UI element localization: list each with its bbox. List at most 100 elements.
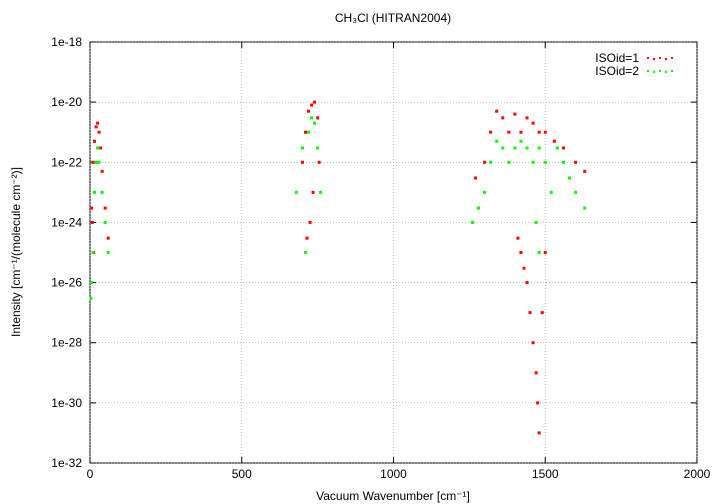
point xyxy=(106,251,110,254)
point xyxy=(552,139,556,143)
point xyxy=(316,146,320,150)
point xyxy=(310,116,314,120)
y-tick-label: 1e-18 xyxy=(51,35,82,49)
point xyxy=(91,251,95,254)
legend-swatch xyxy=(653,71,655,73)
legend-label: ISOid=2 xyxy=(595,64,639,78)
point xyxy=(100,190,104,194)
point xyxy=(93,139,97,143)
point xyxy=(311,190,315,194)
point xyxy=(507,130,511,134)
y-tick-label: 1e-24 xyxy=(51,215,82,229)
x-tick-label: 1000 xyxy=(380,467,407,481)
point xyxy=(313,100,317,104)
point xyxy=(483,160,487,164)
point xyxy=(303,251,307,254)
legend-swatch xyxy=(665,71,667,73)
point xyxy=(300,160,304,164)
point xyxy=(97,160,101,164)
point xyxy=(519,251,523,254)
point xyxy=(316,116,320,120)
legend-label: ISOid=1 xyxy=(595,51,639,65)
point xyxy=(516,236,520,240)
point xyxy=(543,160,547,164)
point xyxy=(476,206,480,210)
y-tick-label: 1e-28 xyxy=(51,336,82,350)
point xyxy=(574,160,578,164)
point xyxy=(308,220,312,224)
point xyxy=(90,220,94,224)
point xyxy=(555,146,559,150)
legend-swatch xyxy=(653,58,655,60)
point xyxy=(537,130,541,134)
y-tick-label: 1e-20 xyxy=(51,95,82,109)
point xyxy=(543,130,547,134)
point xyxy=(537,431,541,435)
point xyxy=(495,139,499,143)
point xyxy=(470,220,474,224)
point xyxy=(319,190,323,194)
point xyxy=(501,146,505,150)
legend-swatch xyxy=(647,70,649,72)
point xyxy=(96,121,100,125)
point xyxy=(495,109,499,113)
point xyxy=(96,146,100,150)
point xyxy=(300,146,304,150)
point xyxy=(540,311,544,315)
x-axis-label: Vacuum Wavenumber [cm⁻¹] xyxy=(316,489,470,503)
point xyxy=(317,160,321,164)
point xyxy=(90,281,94,285)
y-tick-label: 1e-32 xyxy=(51,456,82,470)
legend-swatch xyxy=(659,70,661,72)
point xyxy=(89,296,93,300)
point xyxy=(537,251,541,254)
point xyxy=(561,146,565,150)
point xyxy=(100,169,104,173)
point xyxy=(525,146,529,150)
x-tick-label: 500 xyxy=(232,467,252,481)
point xyxy=(513,146,517,150)
point xyxy=(489,160,493,164)
point xyxy=(561,160,565,164)
point xyxy=(549,190,553,194)
point xyxy=(525,281,529,285)
point xyxy=(305,236,309,240)
point xyxy=(99,146,103,150)
point xyxy=(294,190,298,194)
y-axis-label: Intensity [cm⁻¹/(molecule cm⁻²)] xyxy=(9,167,23,337)
point xyxy=(531,160,535,164)
point xyxy=(537,146,541,150)
point xyxy=(513,112,517,116)
point xyxy=(94,160,98,164)
point xyxy=(519,130,523,134)
y-tick-label: 1e-22 xyxy=(51,155,82,169)
point xyxy=(103,206,107,210)
point xyxy=(307,109,311,113)
legend-swatch xyxy=(647,57,649,59)
point xyxy=(97,130,101,134)
y-tick-label: 1e-30 xyxy=(51,396,82,410)
point xyxy=(534,220,538,224)
point xyxy=(303,130,307,134)
point xyxy=(307,130,311,134)
point xyxy=(501,116,505,120)
legend-swatch xyxy=(665,58,667,60)
point xyxy=(483,190,487,194)
point xyxy=(93,190,97,194)
point xyxy=(531,121,535,125)
point xyxy=(310,103,314,107)
point xyxy=(91,160,95,164)
chart-title: CH₃Cl (HITRAN2004) xyxy=(335,11,451,25)
point xyxy=(473,176,477,180)
point xyxy=(534,371,538,375)
point xyxy=(528,311,532,315)
point xyxy=(583,169,587,173)
point xyxy=(489,130,493,134)
legend-swatch xyxy=(659,57,661,59)
point xyxy=(103,220,107,224)
point xyxy=(90,206,94,210)
point xyxy=(543,251,547,254)
x-tick-label: 1500 xyxy=(532,467,559,481)
